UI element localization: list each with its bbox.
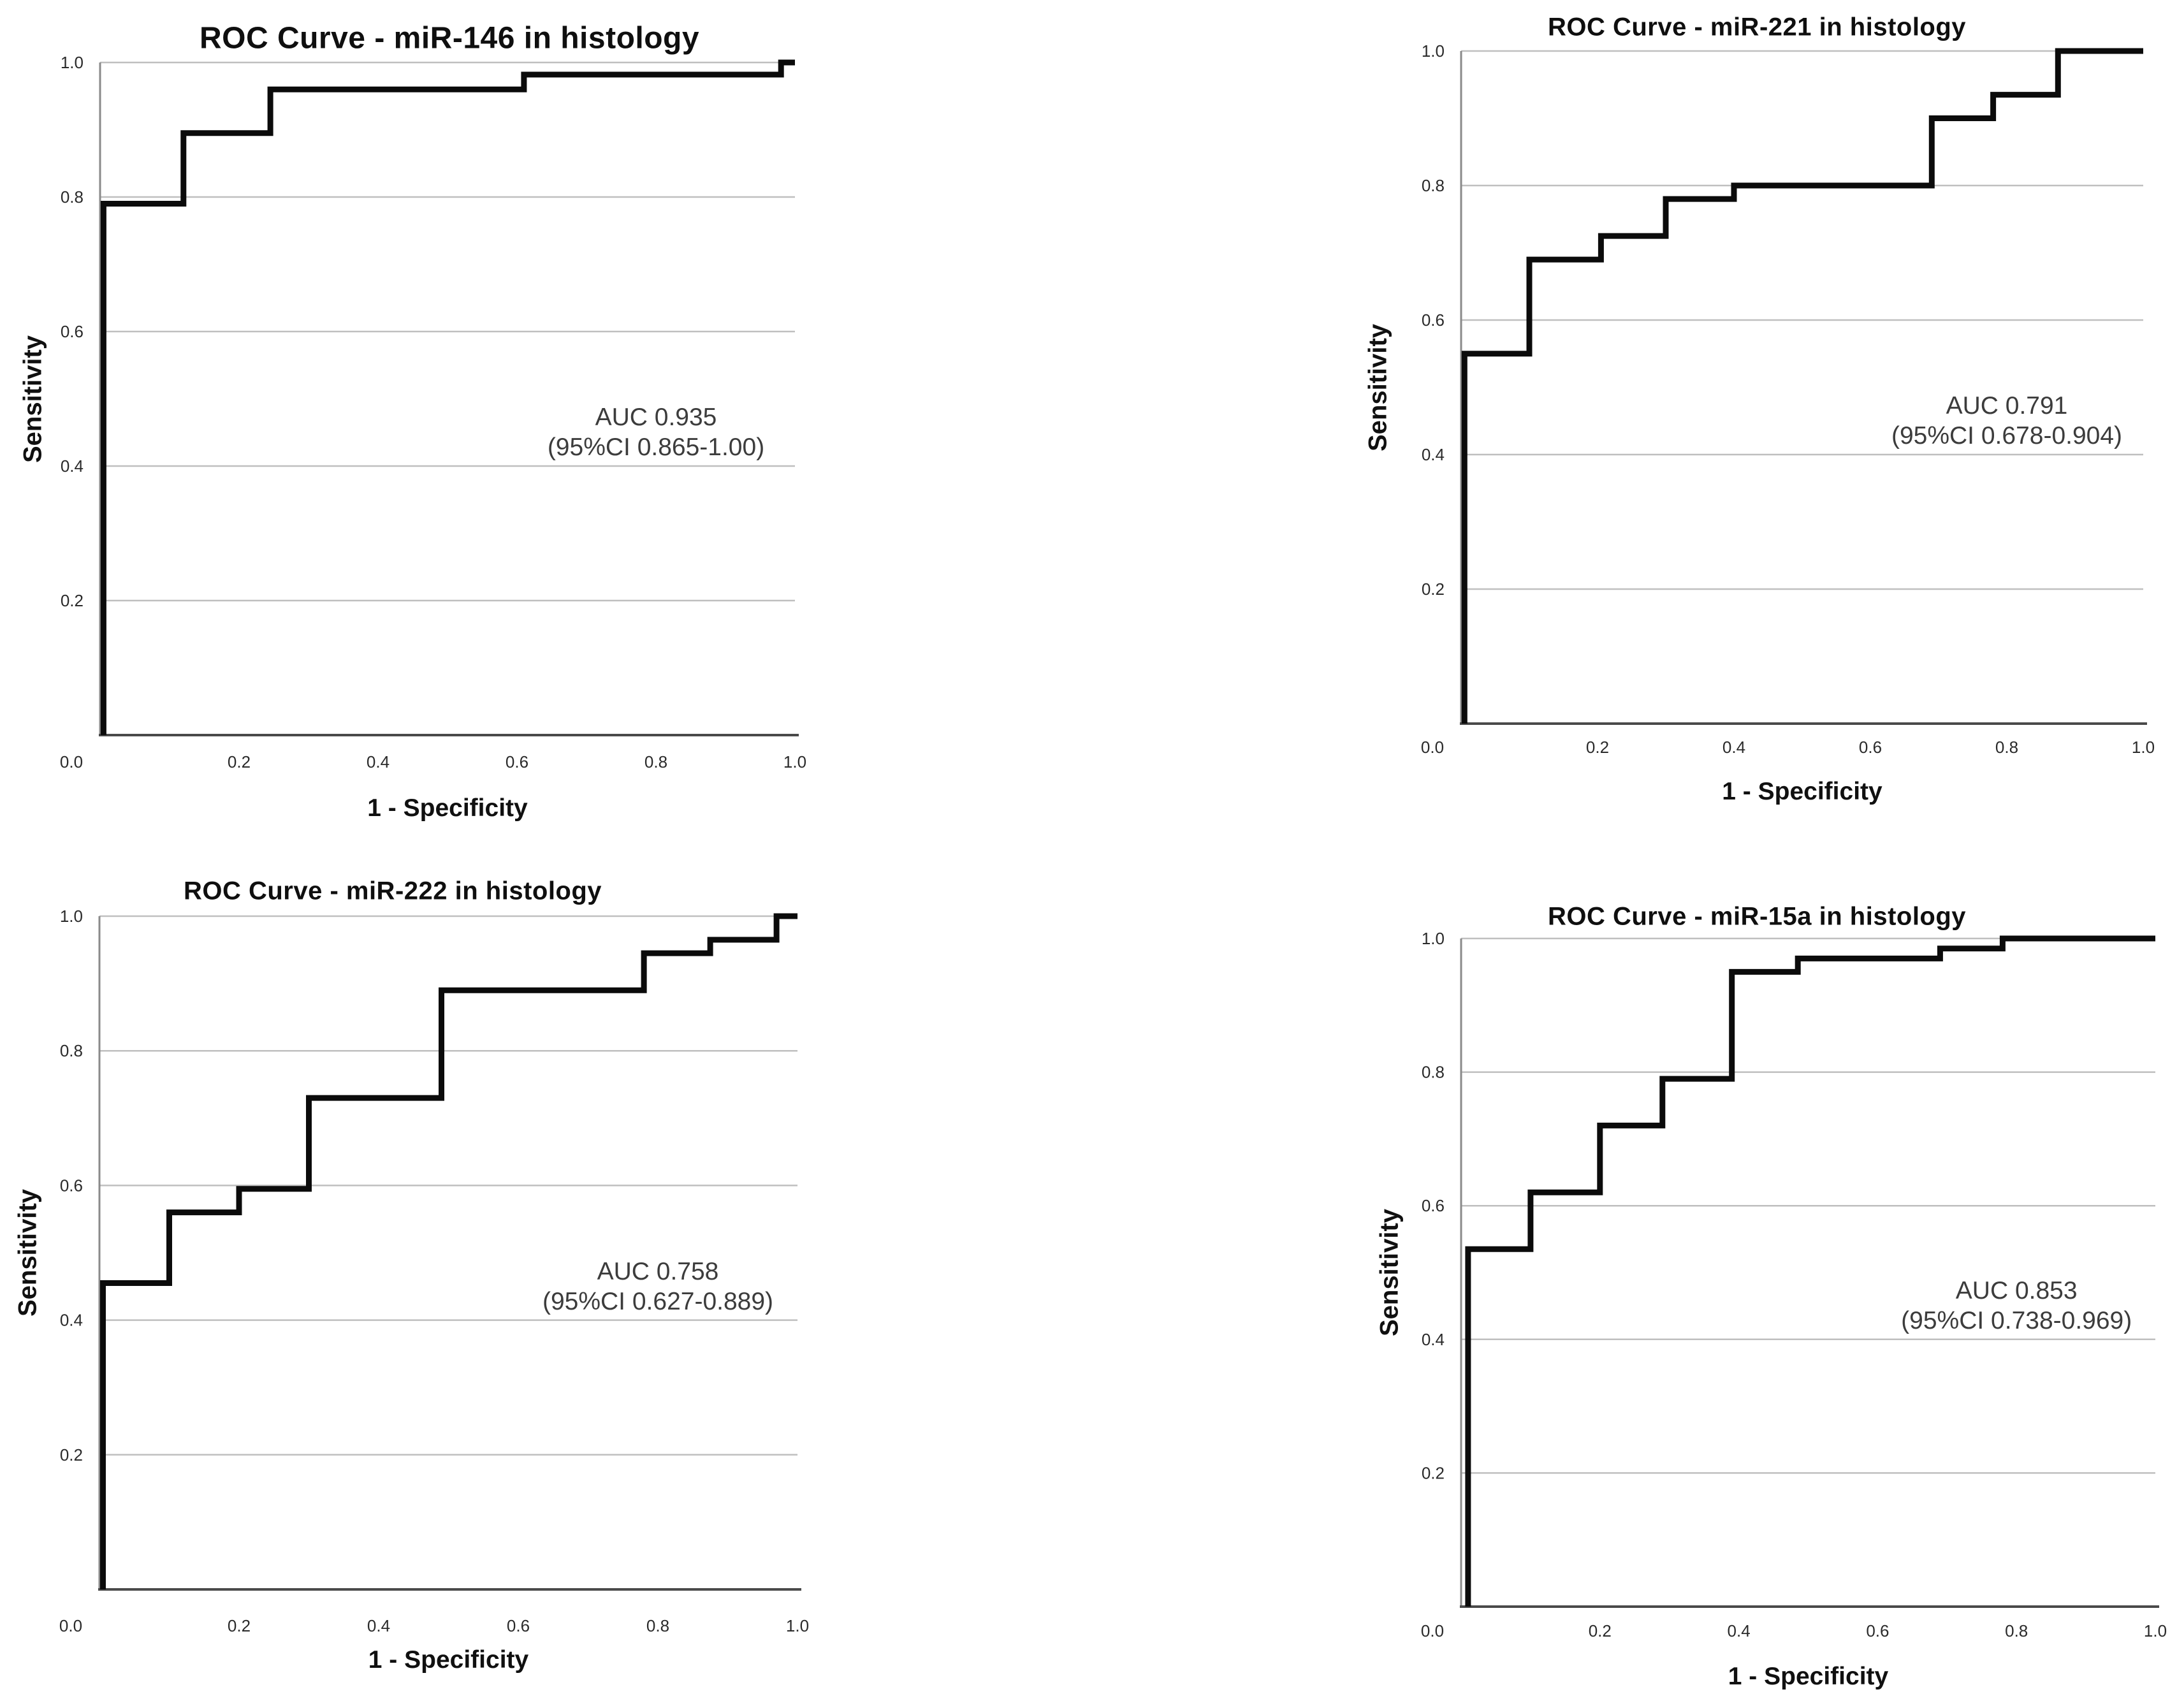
auc-value: AUC 0.758	[597, 1257, 719, 1285]
y-tick-label: 0.8	[1422, 1063, 1445, 1082]
roc-plot-mir-222: 0.2 0.4 0.6 0.8 1.0 0.0 0.2 0.4 0.6 0.8 1.0	[59, 907, 809, 1635]
y-tick-label: 0.2	[60, 1445, 83, 1464]
x-tick-label: 0.6	[507, 1616, 530, 1635]
roc-curve	[100, 59, 795, 735]
y-tick-label: 0.6	[61, 322, 84, 341]
y-tick-label: 0.4	[60, 1311, 83, 1330]
y-tick-label: 0.8	[1422, 176, 1445, 195]
x-tick-label: 0.0	[1421, 1621, 1444, 1640]
y-tick-label: 0.8	[61, 187, 84, 207]
y-tick-label: 0.6	[1422, 1196, 1445, 1215]
chart-title: ROC Curve - miR-221 in histology	[1547, 13, 1967, 41]
y-tick-label: 0.8	[60, 1041, 83, 1060]
x-axis-title: 1 - Specificity	[367, 794, 528, 822]
auc-value: AUC 0.935	[595, 404, 717, 432]
auc-value: AUC 0.791	[1946, 392, 2068, 420]
x-tick-label: 0.6	[506, 752, 528, 771]
auc-value: AUC 0.853	[1955, 1277, 2078, 1305]
x-tick-label: 0.8	[646, 1616, 669, 1635]
y-tick-label: 0.4	[61, 456, 84, 476]
x-tick-label: 0.4	[367, 1616, 390, 1635]
auc-ci: (95%CI 0.678-0.904)	[1891, 422, 2123, 450]
roc-panel-mir-221: 0.2 0.4 0.6 0.8 1.0 0.0 0.2 0.4 0.6 0.8 1.0 ROC Cu…	[1339, 0, 2170, 861]
y-tick-label: 0.6	[1422, 310, 1445, 330]
y-tick-label: 0.4	[1422, 1330, 1445, 1349]
roc-curve	[100, 913, 797, 1589]
y-tick-label: 0.6	[60, 1176, 83, 1195]
y-tick-label: 0.2	[61, 591, 84, 610]
x-axis-title: 1 - Specificity	[368, 1646, 529, 1674]
x-tick-label: 0.4	[1728, 1621, 1751, 1640]
x-tick-label: 1.0	[2144, 1621, 2167, 1640]
auc-annotation: AUC 0.853 (95%CI 0.738-0.969)	[1901, 1276, 2132, 1336]
x-tick-label: 0.4	[367, 752, 390, 771]
chart-title: ROC Curve - miR-146 in histology	[199, 21, 700, 55]
auc-annotation: AUC 0.791 (95%CI 0.678-0.904)	[1891, 391, 2122, 451]
x-tick-label: 0.4	[1722, 738, 1745, 757]
x-tick-label: 0.6	[1866, 1621, 1889, 1640]
x-tick-label: 0.2	[228, 1616, 251, 1635]
roc-plot-mir-221: 0.2 0.4 0.6 0.8 1.0 0.0 0.2 0.4 0.6 0.8 1.0	[1421, 41, 2155, 757]
x-tick-label: 0.0	[59, 1616, 82, 1635]
y-axis-title: Sensitivity	[1375, 1208, 1404, 1337]
x-tick-label: 0.6	[1859, 738, 1882, 757]
roc-curve	[1465, 935, 2155, 1607]
auc-ci: (95%CI 0.865-1.00)	[547, 434, 765, 462]
x-tick-label: 0.2	[1586, 738, 1609, 757]
x-tick-label: 0.8	[2005, 1621, 2028, 1640]
y-axis-title: Sensitivity	[18, 335, 47, 463]
roc-panel-mir-222: 0.2 0.4 0.6 0.8 1.0 0.0 0.2 0.4 0.6 0.8 1.0 ROC Cu…	[0, 854, 829, 1708]
x-axis-title: 1 - Specificity	[1728, 1663, 1889, 1690]
x-tick-label: 1.0	[786, 1616, 809, 1635]
x-tick-label: 0.8	[644, 752, 667, 771]
y-axis-title: Sensitivity	[1364, 323, 1392, 451]
roc-panel-mir-146: 0.2 0.4 0.6 0.8 1.0 0.0 0.2 0.4 0.6 0.8 1.0 ROC Cu…	[0, 0, 829, 858]
auc-annotation: AUC 0.758 (95%CI 0.627-0.889)	[542, 1257, 773, 1317]
chart-title: ROC Curve - miR-15a in histology	[1547, 902, 1967, 931]
roc-panel-mir-15a: 0.2 0.4 0.6 0.8 1.0 0.0 0.2 0.4 0.6 0.8 1.0 ROC Cu…	[1339, 854, 2170, 1708]
y-tick-label: 1.0	[1422, 929, 1445, 948]
y-axis-title: Sensitivity	[13, 1188, 42, 1317]
y-tick-label: 0.4	[1422, 445, 1445, 464]
x-tick-label: 1.0	[783, 752, 806, 771]
x-tick-label: 0.0	[60, 752, 83, 771]
y-tick-label: 1.0	[60, 907, 83, 926]
y-tick-label: 1.0	[1422, 41, 1445, 61]
y-tick-label: 0.2	[1422, 1463, 1445, 1482]
auc-annotation: AUC 0.935 (95%CI 0.865-1.00)	[548, 402, 764, 462]
y-tick-label: 1.0	[61, 53, 84, 72]
x-axis-title: 1 - Specificity	[1722, 778, 1882, 805]
roc-curve	[1461, 48, 2143, 724]
auc-ci: (95%CI 0.627-0.889)	[542, 1287, 774, 1315]
roc-plot-mir-146: 0.2 0.4 0.6 0.8 1.0 0.0 0.2 0.4 0.6 0.8 1.0	[60, 53, 806, 771]
auc-ci: (95%CI 0.738-0.969)	[1901, 1307, 2132, 1335]
x-tick-label: 0.2	[228, 752, 251, 771]
y-tick-label: 0.2	[1422, 580, 1445, 599]
x-tick-label: 0.0	[1421, 738, 1444, 757]
roc-plot-mir-15a: 0.2 0.4 0.6 0.8 1.0 0.0 0.2 0.4 0.6 0.8 1.0	[1421, 929, 2167, 1640]
x-tick-label: 0.8	[1995, 738, 2018, 757]
x-tick-label: 0.2	[1589, 1621, 1612, 1640]
chart-title: ROC Curve - miR-222 in histology	[183, 877, 602, 905]
x-tick-label: 1.0	[2132, 738, 2155, 757]
